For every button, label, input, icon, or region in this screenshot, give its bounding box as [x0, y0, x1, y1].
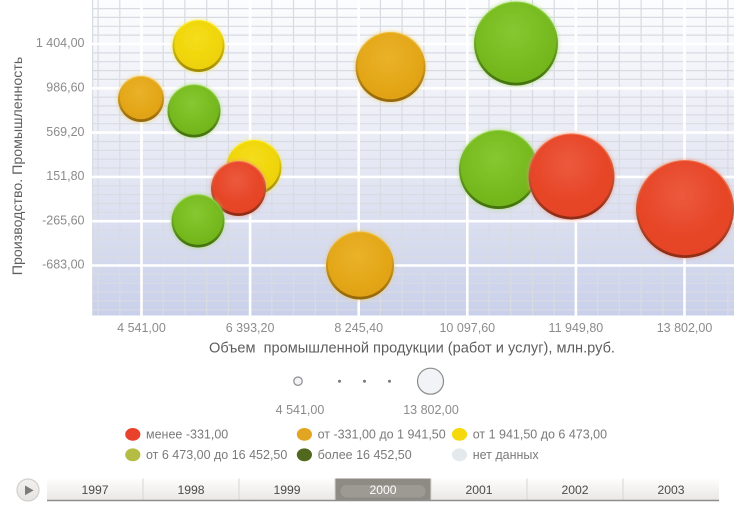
svg-text:1997: 1997: [81, 483, 108, 497]
svg-text:569,20: 569,20: [46, 125, 84, 139]
svg-text:13 802,00: 13 802,00: [403, 403, 459, 417]
svg-text:2001: 2001: [465, 483, 492, 497]
svg-text:1998: 1998: [177, 483, 204, 497]
svg-text:2002: 2002: [561, 483, 588, 497]
svg-text:от -331,00 до 1 941,50: от -331,00 до 1 941,50: [318, 428, 446, 442]
svg-text:нет данных: нет данных: [473, 448, 540, 462]
svg-text:13 802,00: 13 802,00: [657, 321, 713, 335]
svg-text:1999: 1999: [273, 483, 300, 497]
svg-text:Производство. Промышленность: Производство. Промышленность: [10, 57, 26, 275]
svg-text:4 541,00: 4 541,00: [117, 321, 166, 335]
svg-text:10 097,60: 10 097,60: [439, 321, 495, 335]
svg-text:менее -331,00: менее -331,00: [146, 428, 228, 442]
svg-text:1 404,00: 1 404,00: [36, 36, 85, 50]
svg-text:2003: 2003: [657, 483, 684, 497]
svg-text:от 1 941,50 до 6 473,00: от 1 941,50 до 6 473,00: [473, 428, 607, 442]
svg-text:11 949,80: 11 949,80: [549, 321, 604, 335]
svg-text:6 393,20: 6 393,20: [226, 321, 275, 335]
svg-text:2000: 2000: [369, 483, 396, 497]
svg-text:4 541,00: 4 541,00: [276, 403, 325, 417]
svg-text:Объем промышленной продукции: Объем промышленной продукции (работ и ус…: [209, 341, 615, 357]
svg-text:более 16 452,50: более 16 452,50: [318, 448, 412, 462]
svg-text:151,80: 151,80: [46, 169, 84, 183]
svg-text:8 245,40: 8 245,40: [334, 321, 383, 335]
svg-text:-265,60: -265,60: [42, 213, 84, 227]
svg-text:986,60: 986,60: [46, 81, 84, 95]
svg-text:от 6 473,00 до 16 452,50: от 6 473,00 до 16 452,50: [146, 448, 287, 462]
svg-text:-683,00: -683,00: [42, 258, 84, 272]
